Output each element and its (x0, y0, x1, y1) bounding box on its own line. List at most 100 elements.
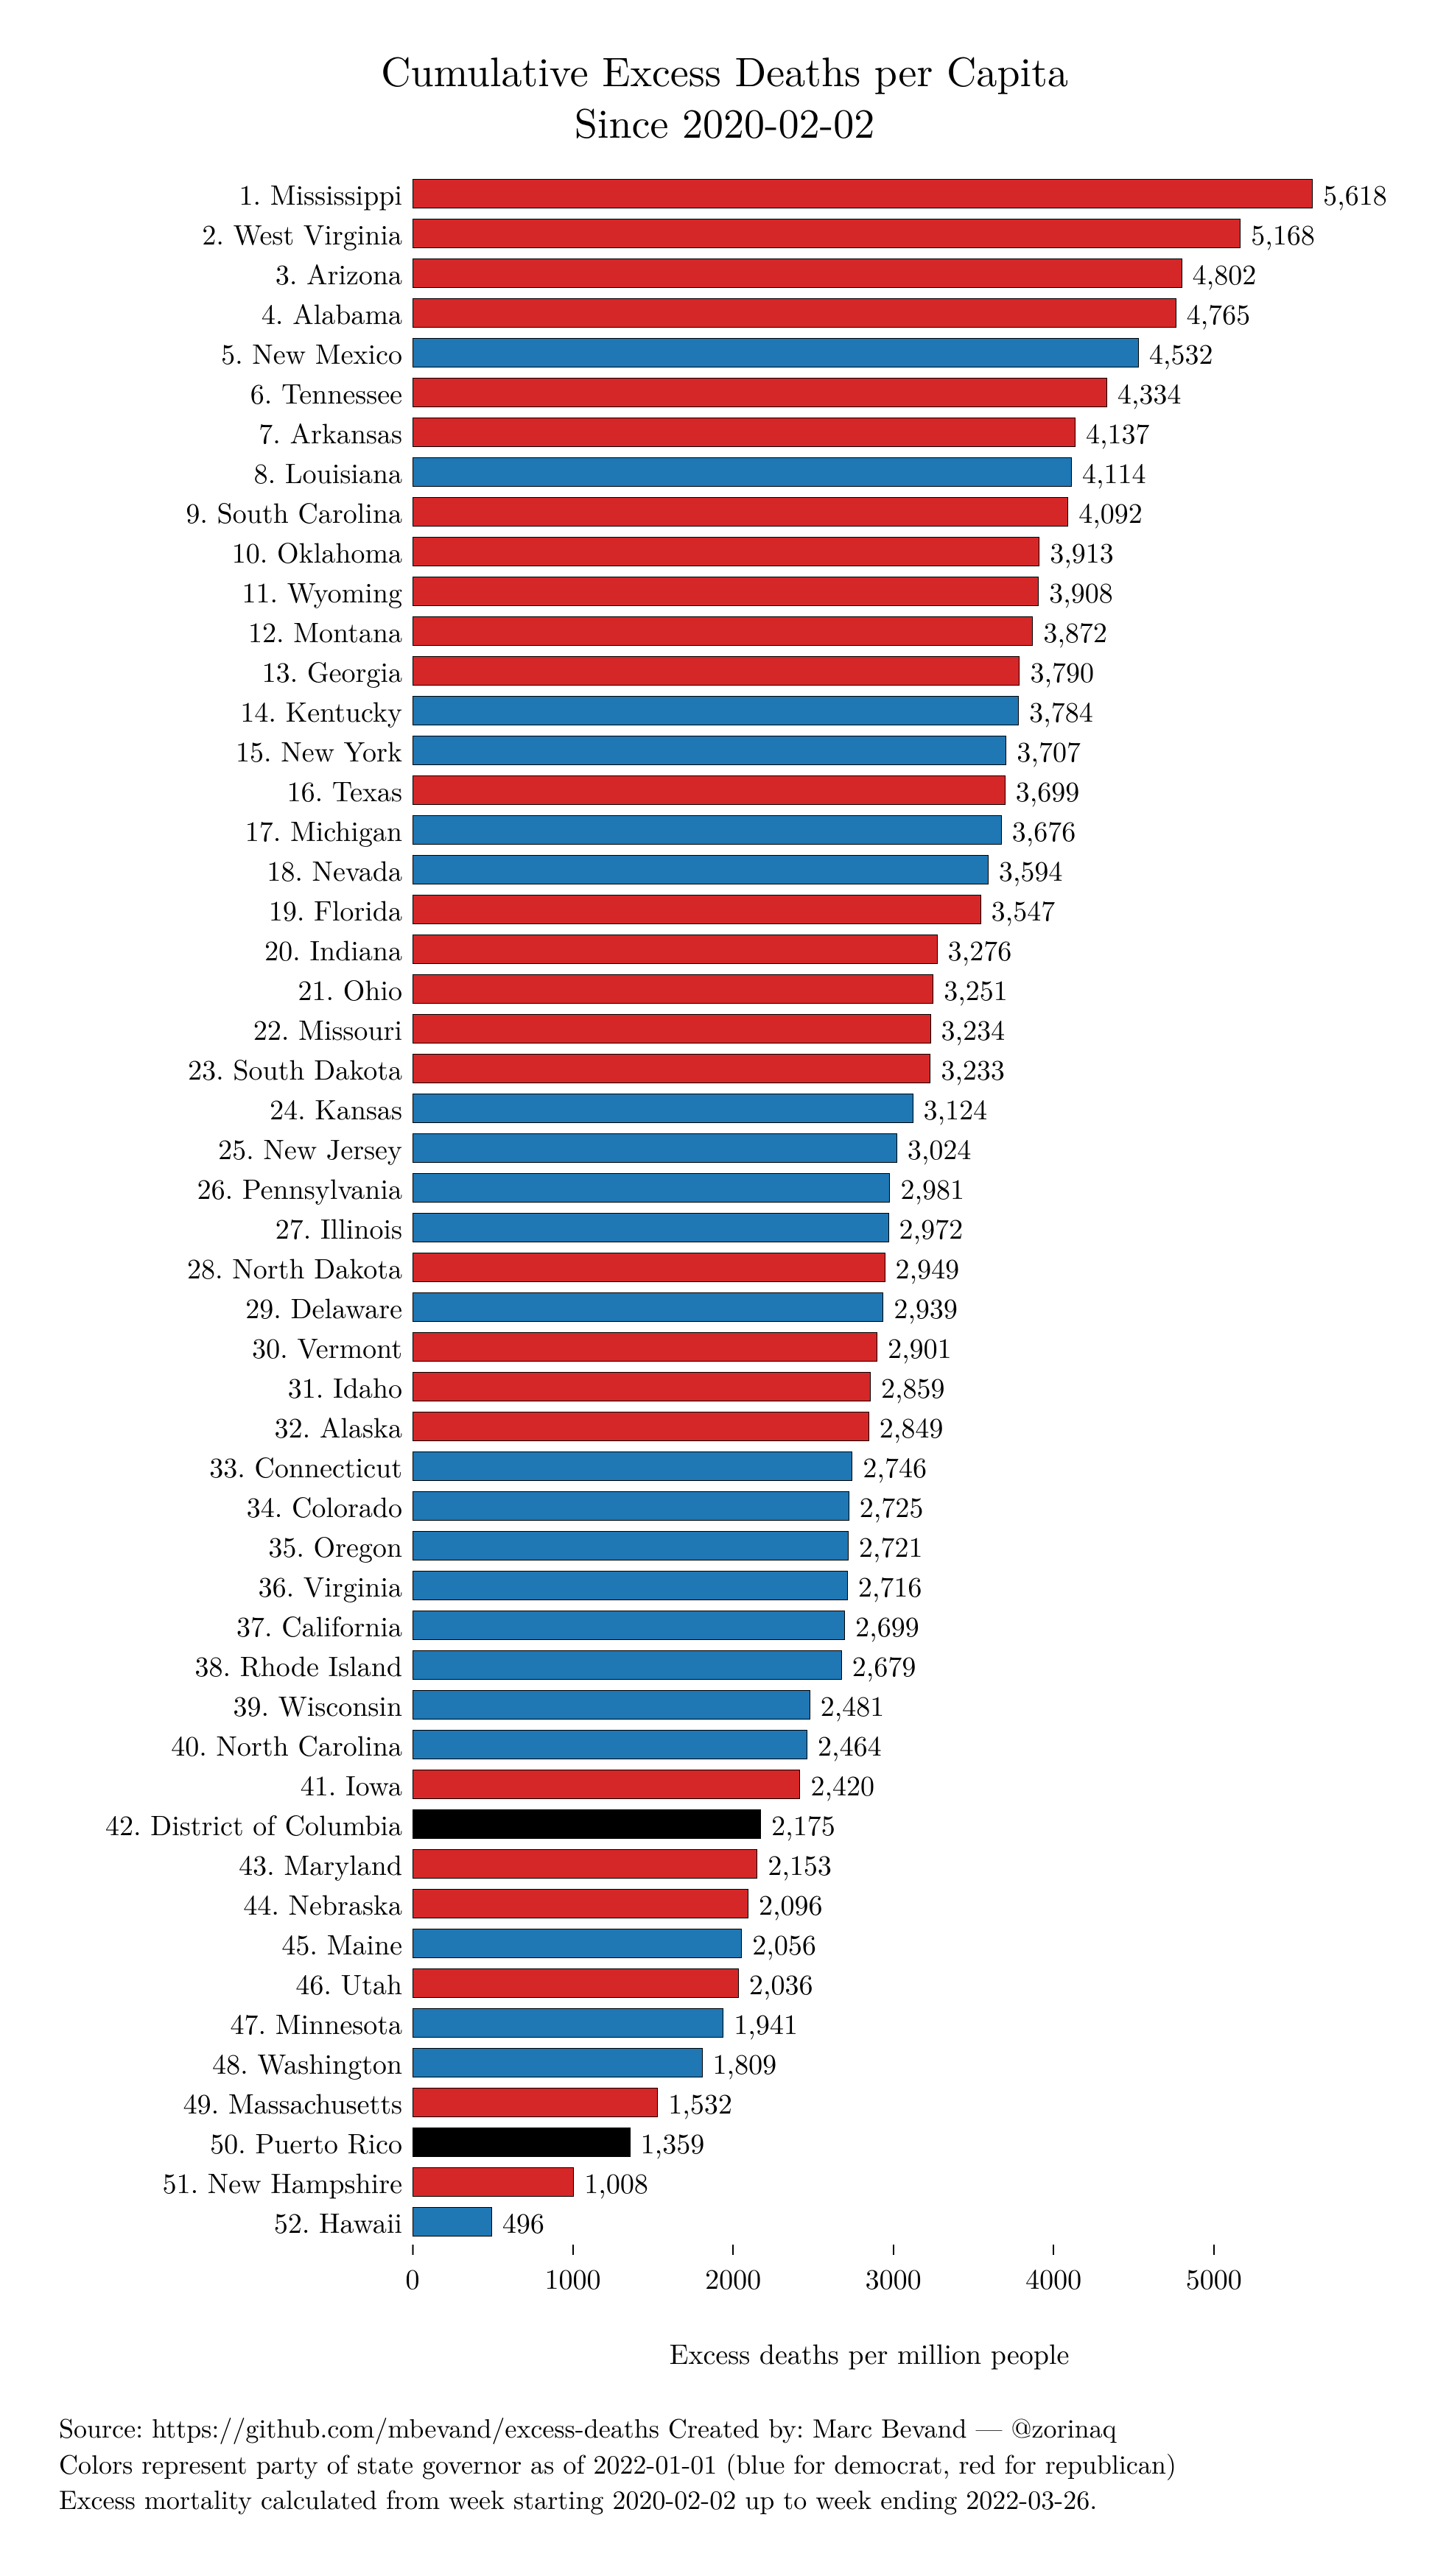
bar (413, 974, 933, 1004)
bar (413, 1770, 800, 1799)
bar (413, 696, 1019, 725)
bar-track: 5,168 (413, 219, 1326, 248)
bar-value: 4,802 (1193, 253, 1257, 293)
bar (413, 219, 1241, 248)
bar (413, 1173, 890, 1203)
bar-value: 2,699 (855, 1605, 919, 1645)
bar-label: 43. Maryland (59, 1844, 413, 1884)
bar-label: 45. Maine (59, 1924, 413, 1963)
bar (413, 775, 1006, 805)
bar-track: 496 (413, 2207, 1326, 2237)
bar-track: 2,981 (413, 1173, 1326, 1203)
bar-row: 47. Minnesota1,941 (59, 2006, 1390, 2040)
bar-value: 3,124 (924, 1088, 988, 1128)
bar-row: 31. Idaho2,859 (59, 1370, 1390, 1404)
footer-line: Source: https://github.com/mbevand/exces… (59, 2410, 1390, 2446)
bar-label: 39. Wisconsin (59, 1685, 413, 1725)
bar-row: 42. District of Columbia2,175 (59, 1807, 1390, 1841)
bar-value: 4,532 (1149, 333, 1213, 373)
bar-value: 3,233 (941, 1049, 1005, 1088)
bar-track: 2,481 (413, 1690, 1326, 1720)
bar (413, 577, 1039, 606)
bar-row: 43. Maryland2,153 (59, 1847, 1390, 1881)
bar-row: 2. West Virginia5,168 (59, 217, 1390, 250)
bar-value: 3,024 (908, 1128, 972, 1168)
bar-track: 2,721 (413, 1531, 1326, 1560)
bar-track: 2,464 (413, 1730, 1326, 1759)
bar-label: 50. Puerto Rico (59, 2122, 413, 2162)
bar-label: 4. Alabama (59, 293, 413, 333)
bar-row: 41. Iowa2,420 (59, 1767, 1390, 1801)
bar-track: 3,124 (413, 1094, 1326, 1123)
bar-row: 45. Maine2,056 (59, 1926, 1390, 1960)
bar-track: 2,175 (413, 1809, 1326, 1839)
bar-track: 4,137 (413, 418, 1326, 447)
bar-row: 30. Vermont2,901 (59, 1330, 1390, 1364)
bar-value: 2,939 (894, 1287, 958, 1327)
bar-label: 44. Nebraska (59, 1884, 413, 1924)
bar-track: 4,334 (413, 378, 1326, 407)
bar-label: 3. Arizona (59, 253, 413, 293)
bar-label: 28. North Dakota (59, 1247, 413, 1287)
bar-value: 2,481 (821, 1685, 885, 1725)
bar-value: 3,784 (1029, 691, 1093, 731)
bar-label: 47. Minnesota (59, 2003, 413, 2043)
bar (413, 736, 1006, 765)
bar-label: 31. Idaho (59, 1367, 413, 1407)
bar-row: 50. Puerto Rico1,359 (59, 2125, 1390, 2159)
bar-label: 9. South Carolina (59, 492, 413, 532)
bar-row: 51. New Hampshire1,008 (59, 2165, 1390, 2199)
bar-label: 36. Virginia (59, 1566, 413, 1605)
bar-row: 17. Michigan3,676 (59, 813, 1390, 847)
footer-line: Excess mortality calculated from week st… (59, 2481, 1390, 2517)
bar-value: 2,981 (900, 1168, 964, 1208)
bar-row: 32. Alaska2,849 (59, 1410, 1390, 1443)
bar-row: 19. Florida3,547 (59, 893, 1390, 926)
bar-label: 5. New Mexico (59, 333, 413, 373)
x-tick: 3000 (866, 2245, 922, 2298)
bar-value: 1,809 (713, 2043, 777, 2083)
bar-track: 2,716 (413, 1571, 1326, 1600)
bar-value: 3,676 (1012, 810, 1076, 850)
bar-track: 3,913 (413, 537, 1326, 566)
bar (413, 1929, 742, 1958)
tick-mark (1213, 2245, 1215, 2255)
bar (413, 258, 1182, 288)
bar-label: 25. New Jersey (59, 1128, 413, 1168)
chart-area: 1. Mississippi5,6182. West Virginia5,168… (59, 177, 1390, 2239)
bar-row: 7. Arkansas4,137 (59, 415, 1390, 449)
bar-track: 2,972 (413, 1213, 1326, 1242)
bar-row: 34. Colorado2,725 (59, 1489, 1390, 1523)
bar-track: 2,420 (413, 1770, 1326, 1799)
axis-track: 010002000300040005000 (413, 2245, 1326, 2289)
tick-mark (572, 2245, 574, 2255)
bar-track: 2,699 (413, 1611, 1326, 1640)
bar (413, 815, 1002, 845)
bar (413, 1491, 849, 1521)
bar-row: 14. Kentucky 3,784 (59, 694, 1390, 728)
bar (413, 656, 1020, 686)
bar-value: 3,872 (1043, 611, 1107, 651)
bar (413, 1094, 913, 1123)
x-tick: 4000 (1025, 2245, 1081, 2298)
bar-value: 2,716 (858, 1566, 922, 1605)
bar-row: 11. Wyoming3,908 (59, 574, 1390, 608)
bar-row: 21. Ohio3,251 (59, 972, 1390, 1006)
bar-value: 4,137 (1086, 412, 1150, 452)
bar-label: 24. Kansas (59, 1088, 413, 1128)
bar-value: 2,464 (818, 1725, 882, 1764)
bar-track: 4,802 (413, 258, 1326, 288)
x-tick: 5000 (1186, 2245, 1242, 2298)
bar-row: 18. Nevada3,594 (59, 853, 1390, 887)
bar (413, 1571, 848, 1600)
bar-track: 2,746 (413, 1451, 1326, 1481)
bar-label: 14. Kentucky (59, 691, 413, 731)
bar (413, 378, 1107, 407)
bar (413, 1809, 761, 1839)
bar (413, 179, 1313, 208)
bar-label: 40. North Carolina (59, 1725, 413, 1764)
bar (413, 2207, 492, 2237)
bar-row: 36. Virginia2,716 (59, 1569, 1390, 1602)
bar (413, 457, 1072, 487)
bar-row: 44. Nebraska2,096 (59, 1887, 1390, 1921)
